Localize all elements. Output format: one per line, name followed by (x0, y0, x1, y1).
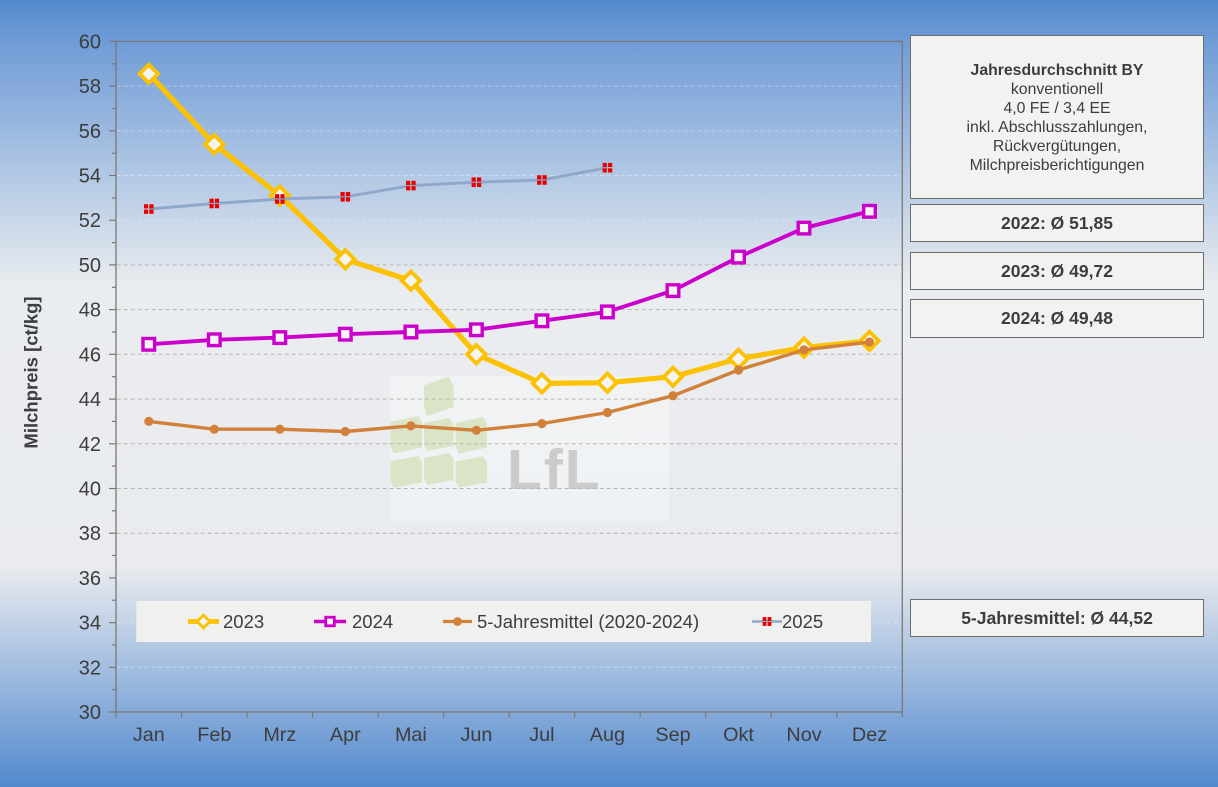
svg-text:40: 40 (79, 479, 101, 501)
svg-text:48: 48 (79, 300, 101, 322)
svg-text:56: 56 (79, 121, 101, 143)
svg-text:38: 38 (79, 523, 101, 545)
svg-text:50: 50 (79, 255, 101, 277)
svg-text:44: 44 (79, 389, 101, 411)
svg-text:Apr: Apr (330, 724, 361, 746)
svg-text:Dez: Dez (852, 724, 887, 746)
svg-text:2024: 2024 (352, 611, 393, 632)
svg-text:Jul: Jul (529, 724, 554, 746)
svg-text:Mrz: Mrz (263, 724, 296, 746)
svg-text:Mai: Mai (395, 724, 427, 746)
svg-text:32: 32 (79, 657, 101, 679)
svg-text:36: 36 (79, 568, 101, 590)
svg-text:58: 58 (79, 76, 101, 98)
svg-text:54: 54 (79, 166, 101, 188)
svg-text:52: 52 (79, 210, 101, 232)
svg-text:LfL: LfL (507, 438, 602, 502)
svg-text:Jun: Jun (460, 724, 492, 746)
svg-text:46: 46 (79, 344, 101, 366)
svg-text:Milchpreis [ct/kg]: Milchpreis [ct/kg] (21, 296, 42, 448)
svg-text:5-Jahresmittel (2020-2024): 5-Jahresmittel (2020-2024) (477, 611, 699, 632)
svg-text:34: 34 (79, 613, 101, 635)
svg-text:2023: 2023 (223, 611, 264, 632)
svg-text:Jan: Jan (133, 724, 165, 746)
svg-text:Sep: Sep (655, 724, 690, 746)
svg-text:Nov: Nov (786, 724, 821, 746)
svg-text:42: 42 (79, 434, 101, 456)
svg-text:Aug: Aug (590, 724, 625, 746)
svg-text:60: 60 (79, 31, 101, 53)
svg-text:Okt: Okt (723, 724, 754, 746)
svg-text:2025: 2025 (782, 611, 823, 632)
svg-text:30: 30 (79, 702, 101, 724)
svg-text:Feb: Feb (197, 724, 231, 746)
